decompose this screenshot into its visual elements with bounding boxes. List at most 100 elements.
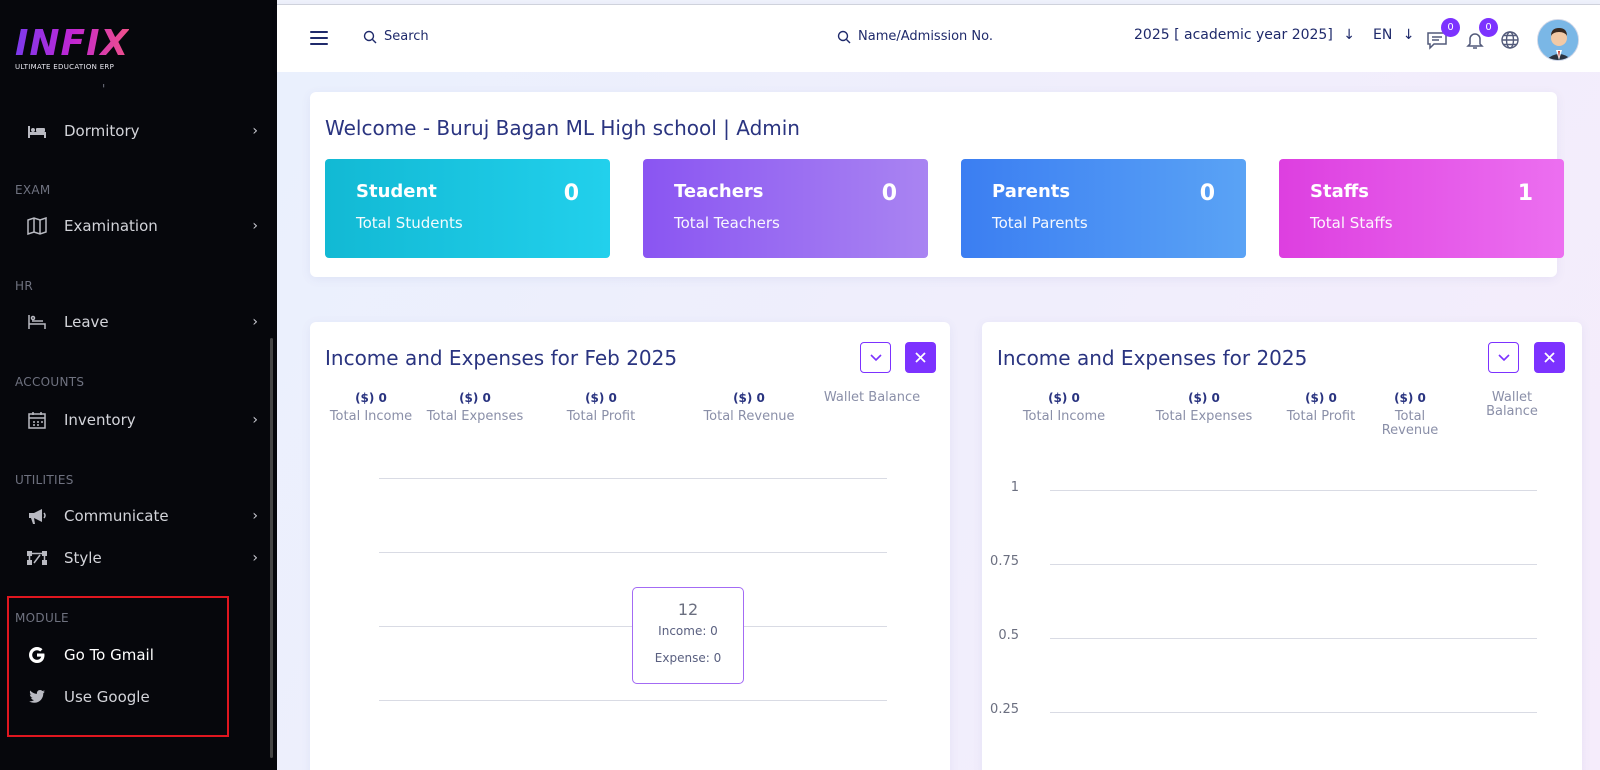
stat-name: Teachers	[674, 181, 764, 202]
collapse-button[interactable]	[1488, 342, 1519, 373]
metric-value: ($) 0	[1048, 391, 1080, 405]
metric-label: Wallet Balance	[1486, 390, 1538, 419]
chart-tooltip: 12 Income: 0 Expense: 0	[632, 587, 744, 684]
total-income-metric: ($) 0 Total Income	[324, 391, 418, 424]
language-select[interactable]: EN ↓	[1373, 27, 1415, 43]
chart-gridline	[1050, 638, 1537, 639]
metric-value: ($) 0	[733, 391, 765, 405]
student-stat-card[interactable]: Student Total Students 0	[325, 159, 610, 258]
sidebar-section-exam: EXAM	[15, 183, 51, 197]
sidebar-item-label: Dormitory	[64, 122, 140, 140]
sidebar-item-label: Leave	[64, 313, 109, 331]
total-profit-metric: ($) 0 Total Profit	[1275, 391, 1367, 424]
page-title: Welcome - Buruj Bagan ML High school | A…	[325, 116, 800, 140]
infix-logo[interactable]: INFIX ULTIMATE EDUCATION ERP	[15, 25, 129, 72]
staffs-stat-card[interactable]: Staffs Total Staffs 1	[1279, 159, 1564, 258]
highlight-box	[7, 596, 229, 737]
arrow-down-icon: ↓	[1402, 27, 1415, 43]
chevron-down-icon	[869, 353, 882, 361]
panel-title: Income and Expenses for 2025	[997, 346, 1308, 370]
metric-label: Total Expenses	[1155, 409, 1253, 424]
stat-name: Student	[356, 181, 437, 202]
metric-value: ($) 0	[355, 391, 387, 405]
sidebar-item-communicate[interactable]: Communicate ›	[26, 501, 262, 531]
stat-name: Parents	[992, 181, 1071, 202]
search-label: Search	[384, 29, 429, 44]
hamburger-menu-icon[interactable]	[310, 31, 328, 45]
stat-value: 0	[881, 181, 897, 206]
search-icon	[363, 30, 377, 43]
total-expenses-metric: ($) 0 Total Expenses	[1152, 391, 1256, 424]
chart-gridline	[379, 478, 887, 479]
sidebar-item-inventory[interactable]: Inventory ›	[26, 405, 262, 435]
chevron-down-icon	[1497, 353, 1510, 361]
stat-value: 0	[563, 181, 579, 206]
sidebar-item-go-to-gmail[interactable]: Go To Gmail	[26, 640, 262, 670]
stat-subtitle: Total Students	[356, 214, 463, 232]
parents-stat-card[interactable]: Parents Total Parents 0	[961, 159, 1246, 258]
academic-year-select[interactable]: 2025 [ academic year 2025] ↓	[1134, 27, 1355, 43]
megaphone-icon	[26, 505, 48, 527]
twitter-icon	[26, 686, 48, 708]
sidebar-item-label: Inventory	[64, 411, 136, 429]
stat-value: 1	[1517, 181, 1533, 206]
avatar[interactable]	[1537, 19, 1579, 61]
close-button[interactable]	[1534, 342, 1565, 373]
topbar: Search Name/Admission No. 2025 [ academi…	[277, 4, 1600, 72]
logo-tagline: ULTIMATE EDUCATION ERP	[15, 63, 115, 71]
chevron-right-icon: ›	[252, 218, 258, 234]
sidebar-item-label: Communicate	[64, 507, 169, 525]
chevron-right-icon: ›	[252, 550, 258, 566]
admission-search-input[interactable]: Name/Admission No.	[837, 29, 993, 44]
sidebar-item-use-google[interactable]: Use Google	[26, 682, 262, 712]
sidebar-item-dormitory[interactable]: Dormitory ›	[26, 116, 262, 146]
sidebar-section-utilities: UTILITIES	[15, 473, 74, 487]
panel-title: Income and Expenses for Feb 2025	[325, 346, 678, 370]
main-content: Welcome - Buruj Bagan ML High school | A…	[277, 72, 1600, 770]
metric-label: Total Revenue	[703, 409, 795, 424]
sidebar-item-leave[interactable]: Leave ›	[26, 307, 262, 337]
sidebar-item-style[interactable]: Style ›	[26, 543, 262, 573]
total-income-metric: ($) 0 Total Income	[1012, 391, 1116, 424]
admission-search-placeholder: Name/Admission No.	[858, 29, 993, 44]
yearly-income-panel: Income and Expenses for 2025 ($) 0 Total…	[982, 322, 1582, 770]
stat-subtitle: Total Teachers	[674, 214, 780, 232]
sidebar: INFIX ULTIMATE EDUCATION ERP ' Dormitory…	[0, 0, 277, 770]
collapse-button[interactable]	[860, 342, 891, 373]
chart-gridline	[379, 700, 887, 701]
metric-value: ($) 0	[1394, 391, 1426, 405]
metric-label: Total Profit	[1286, 409, 1356, 424]
stat-subtitle: Total Staffs	[1310, 214, 1393, 232]
map-icon	[26, 215, 48, 237]
notifications-badge: 0	[1479, 18, 1498, 37]
tooltip-income: Income: 0	[658, 624, 718, 638]
website-button[interactable]	[1497, 27, 1523, 53]
metric-label: Wallet Balance	[823, 390, 921, 405]
welcome-card: Welcome - Buruj Bagan ML High school | A…	[310, 92, 1564, 277]
search-icon	[837, 30, 851, 43]
metric-value: ($) 0	[459, 391, 491, 405]
total-expenses-metric: ($) 0 Total Expenses	[423, 391, 527, 424]
tooltip-title: 12	[677, 600, 699, 619]
notifications-button[interactable]: 0	[1462, 18, 1498, 53]
arrow-down-icon: ↓	[1343, 27, 1355, 43]
sidebar-section-hr: HR	[15, 279, 33, 293]
chevron-right-icon: ›	[252, 314, 258, 330]
metric-label: Total Profit	[566, 409, 636, 424]
y-tick-label: 0.25	[990, 702, 1019, 717]
search-button[interactable]: Search	[363, 29, 429, 44]
sidebar-item-examination[interactable]: Examination ›	[26, 211, 262, 241]
sidebar-scrollbar[interactable]	[270, 338, 273, 758]
teachers-stat-card[interactable]: Teachers Total Teachers 0	[643, 159, 928, 258]
chevron-right-icon: ›	[252, 123, 258, 139]
close-button[interactable]	[905, 342, 936, 373]
google-icon	[26, 644, 48, 666]
stat-name: Staffs	[1310, 181, 1370, 202]
tooltip-expense: Expense: 0	[654, 651, 722, 665]
total-revenue-metric: ($) 0 Total Revenue	[1378, 391, 1442, 438]
bed-icon	[26, 120, 48, 142]
sidebar-item-label: Examination	[64, 217, 158, 235]
metric-label: Total Income	[1022, 409, 1106, 424]
messages-button[interactable]: 0	[1424, 18, 1460, 53]
sidebar-partial-item: '	[102, 82, 106, 96]
